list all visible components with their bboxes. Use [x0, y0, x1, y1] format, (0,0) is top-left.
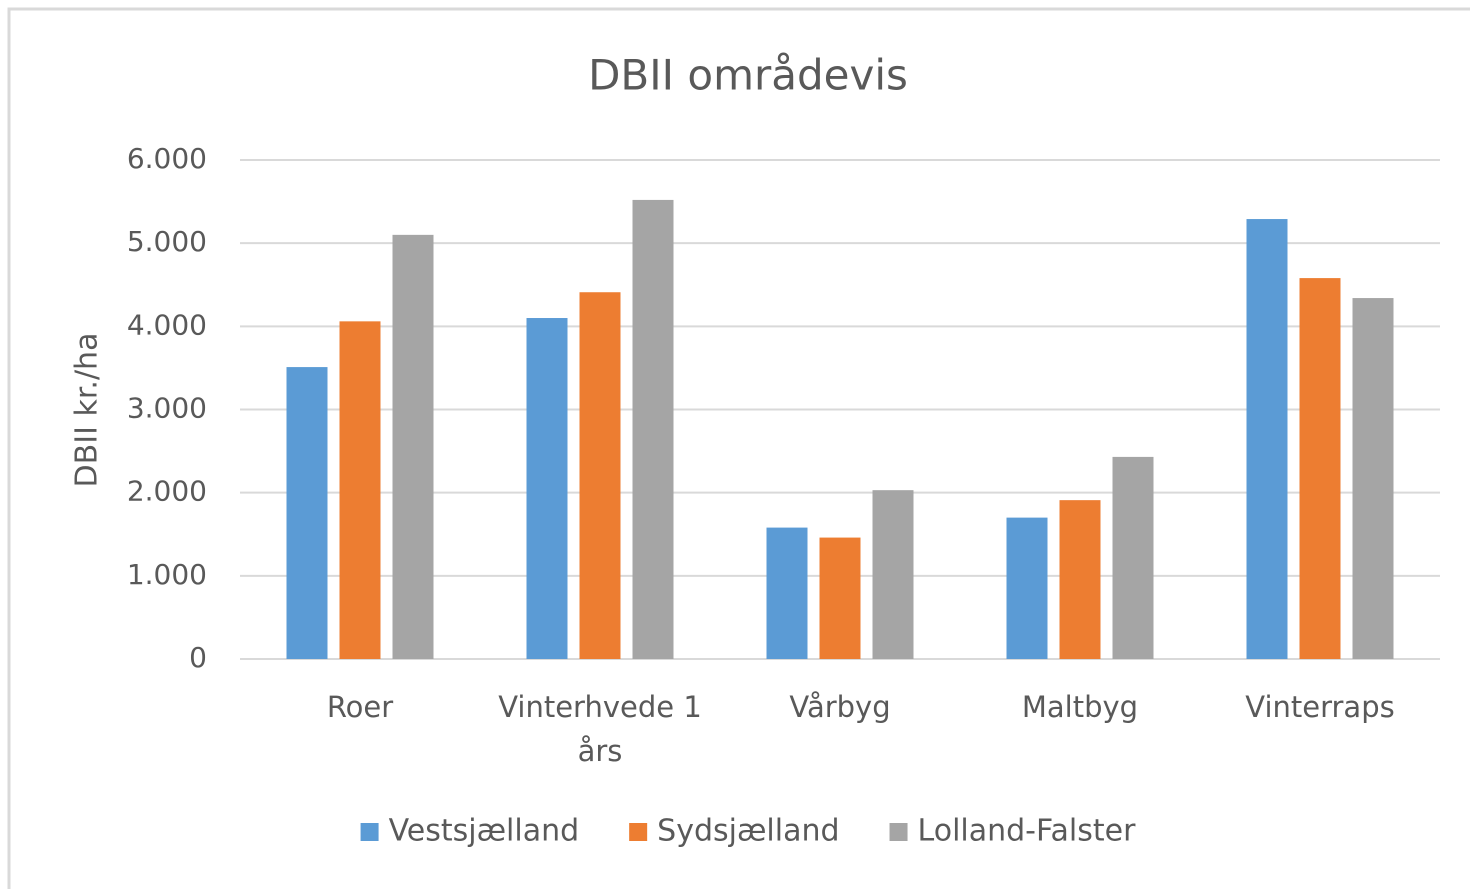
y-tick-label: 1.000	[127, 558, 207, 591]
legend-label: Sydsjælland	[657, 814, 839, 849]
bar	[1006, 517, 1048, 659]
y-tick-label: 2.000	[127, 475, 207, 508]
y-axis-label: DBII kr./ha	[70, 333, 105, 488]
chart-title: DBII områdevis	[588, 51, 908, 100]
legend-swatch	[889, 823, 908, 841]
bar	[766, 527, 808, 659]
x-tick-label: Roer	[326, 690, 394, 724]
bar	[1352, 298, 1394, 659]
x-tick-label: Vinterraps	[1245, 690, 1395, 724]
bar	[392, 234, 434, 659]
x-tick-label: Vinterhvede 1 års	[498, 690, 702, 768]
bar	[1299, 278, 1341, 659]
bar	[286, 367, 328, 659]
bar	[819, 537, 861, 659]
legend-swatch	[629, 823, 648, 841]
bar	[1246, 219, 1288, 659]
bar	[1112, 456, 1154, 659]
y-tick-label: 3.000	[127, 392, 207, 425]
legend-label: Lolland-Falster	[918, 814, 1137, 849]
legend-label: Vestsjælland	[389, 814, 580, 849]
y-tick-label: 0	[189, 641, 207, 674]
x-tick-label: Maltbyg	[1021, 690, 1139, 724]
y-tick-label: 4.000	[127, 308, 207, 341]
bar	[339, 321, 381, 659]
bar	[872, 490, 914, 659]
y-tick-label: 6.000	[127, 142, 207, 175]
x-tick-label: Vårbyg	[789, 690, 891, 724]
y-tick-label: 5.000	[127, 225, 207, 258]
chart-frame	[7, 7, 1470, 889]
legend-swatch	[360, 823, 379, 841]
bar	[526, 318, 568, 659]
bar	[632, 199, 674, 660]
bar	[579, 292, 621, 659]
bar	[1059, 500, 1101, 659]
